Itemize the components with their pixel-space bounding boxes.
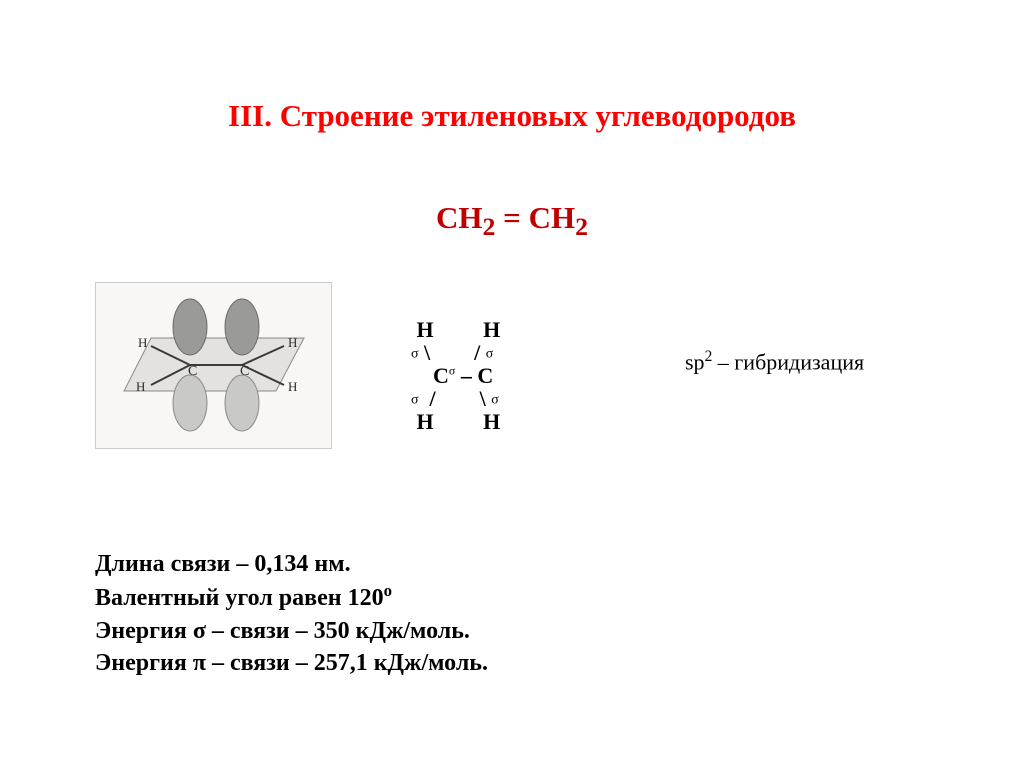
atom-h-3: H bbox=[288, 335, 297, 350]
atom-h-4: H bbox=[288, 379, 297, 394]
p-lobe-top-right bbox=[225, 299, 259, 355]
formula-ch-left: CH bbox=[436, 200, 483, 235]
fact-sigma-energy: Энергия σ – связи – 350 кДж/моль. bbox=[95, 615, 488, 647]
orbital-model-figure: C C H H H H bbox=[95, 282, 332, 449]
title-main: Строение этиленовых углеводородов bbox=[280, 98, 796, 133]
p-lobe-bottom-right bbox=[225, 375, 259, 431]
atom-h-2: H bbox=[136, 379, 145, 394]
fact-bond-length: Длина связи – 0,134 нм. bbox=[95, 548, 488, 580]
fact-pi-energy: Энергия π – связи – 257,1 кДж/моль. bbox=[95, 647, 488, 679]
sf-h: H bbox=[417, 317, 434, 342]
atom-c-left: C bbox=[188, 364, 197, 379]
formula-sub-right: 2 bbox=[575, 212, 588, 241]
formula-sub-left: 2 bbox=[482, 212, 495, 241]
slide-title: III. Строение этиленовых углеводородов bbox=[0, 98, 1024, 134]
slide: III. Строение этиленовых углеводородов C… bbox=[0, 0, 1024, 767]
p-lobe-bottom-left bbox=[173, 375, 207, 431]
title-prefix: III. bbox=[228, 98, 272, 133]
orbital-model-svg: C C H H H H bbox=[96, 283, 331, 448]
sf-sigma: σ bbox=[411, 393, 419, 408]
sf-sigma: σ bbox=[486, 347, 494, 362]
hybridization-label: sp2 – гибридизация bbox=[685, 348, 864, 375]
sf-c: C bbox=[433, 363, 449, 388]
atom-h-1: H bbox=[138, 335, 147, 350]
sf-sigma: σ bbox=[491, 393, 499, 408]
ethylene-formula: CH2 = CH2 bbox=[0, 200, 1024, 242]
p-lobe-top-left bbox=[173, 299, 207, 355]
hyb-rest: – гибридизация bbox=[712, 349, 864, 374]
sf-h: H bbox=[483, 409, 500, 434]
sf-sigma: σ bbox=[411, 347, 419, 362]
fact-valence-angle: Валентный угол равен 120о bbox=[95, 580, 488, 614]
fact-valence-angle-deg: о bbox=[384, 581, 392, 600]
hyb-sp: sp bbox=[685, 349, 705, 374]
atom-c-right: C bbox=[240, 364, 249, 379]
structural-formula: H H σ \ / σ Cσ – C σ / \ σ H H bbox=[400, 295, 500, 434]
sf-h: H bbox=[483, 317, 500, 342]
formula-middle: = CH bbox=[495, 200, 575, 235]
sf-h: H bbox=[417, 409, 434, 434]
sf-c: C bbox=[477, 363, 493, 388]
sf-dash: – bbox=[461, 363, 472, 388]
facts-block: Длина связи – 0,134 нм. Валентный угол р… bbox=[95, 548, 488, 680]
fact-valence-angle-text: Валентный угол равен 120 bbox=[95, 585, 384, 611]
